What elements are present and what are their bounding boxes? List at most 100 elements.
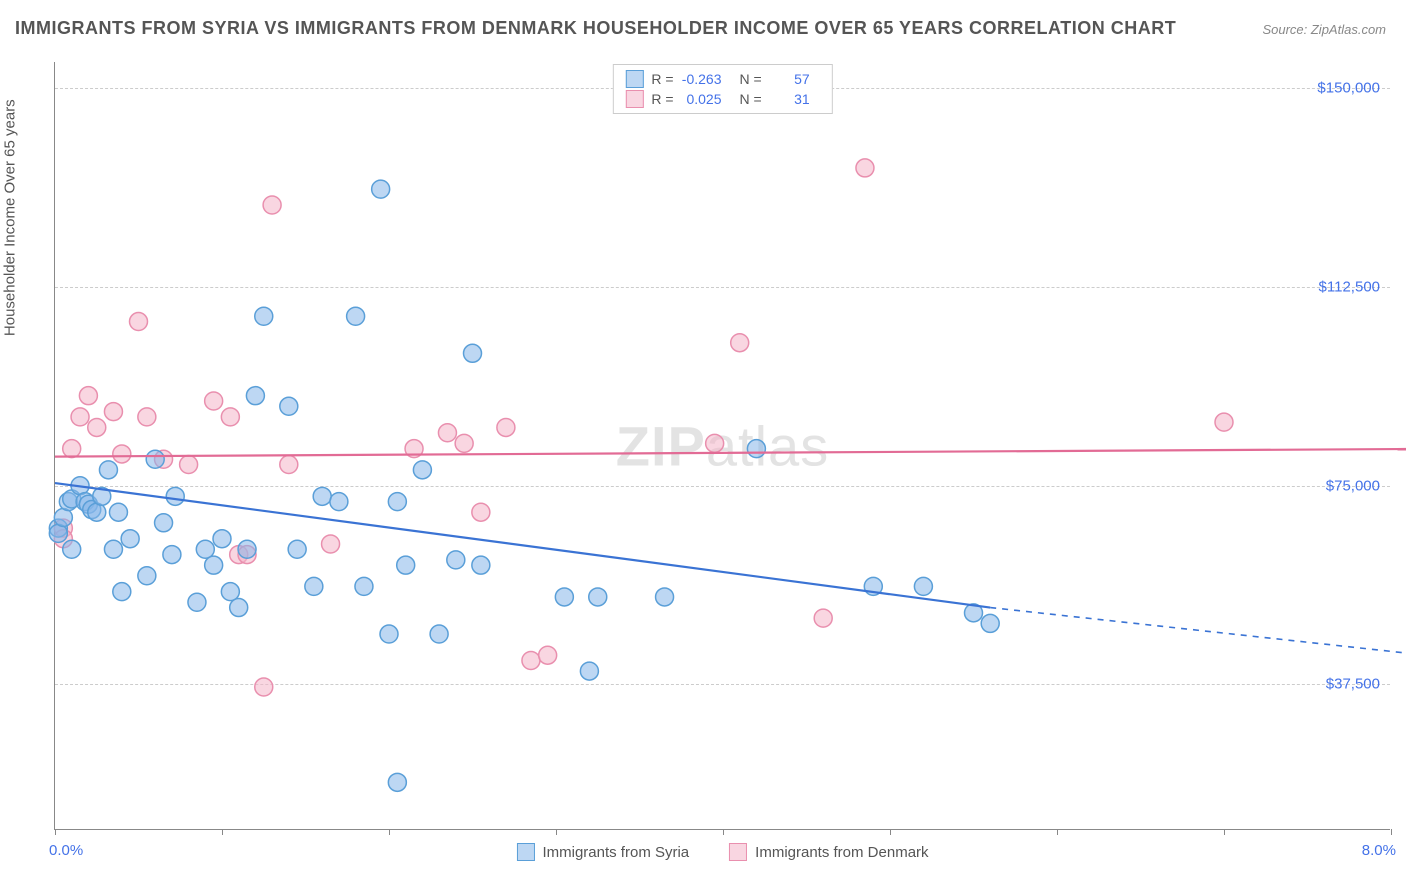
data-point xyxy=(539,646,557,664)
data-point xyxy=(155,514,173,532)
data-point xyxy=(238,540,256,558)
stat-r-label-1: R = xyxy=(651,91,673,107)
xtick xyxy=(723,829,724,835)
data-point xyxy=(388,493,406,511)
data-point xyxy=(99,461,117,479)
data-point xyxy=(305,577,323,595)
x-max-label: 8.0% xyxy=(1362,842,1396,859)
data-point xyxy=(706,434,724,452)
legend-swatch-1 xyxy=(625,90,643,108)
data-point xyxy=(413,461,431,479)
stat-r-val-0: -0.263 xyxy=(682,71,732,87)
trend-line xyxy=(55,483,990,607)
data-point xyxy=(130,313,148,331)
stat-r-label-0: R = xyxy=(651,71,673,87)
data-point xyxy=(355,577,373,595)
legend-item-swatch-1 xyxy=(729,843,747,861)
data-point xyxy=(372,180,390,198)
data-point xyxy=(497,418,515,436)
data-point xyxy=(814,609,832,627)
data-point xyxy=(121,530,139,548)
data-point xyxy=(288,540,306,558)
legend-series: Immigrants from Syria Immigrants from De… xyxy=(516,843,928,861)
data-point xyxy=(330,493,348,511)
data-point xyxy=(138,567,156,585)
stat-r-val-1: 0.025 xyxy=(682,91,732,107)
data-point xyxy=(113,583,131,601)
data-point xyxy=(472,503,490,521)
data-point xyxy=(472,556,490,574)
data-point xyxy=(380,625,398,643)
data-point xyxy=(71,408,89,426)
stat-n-label-1: N = xyxy=(740,91,762,107)
legend-stats: R = -0.263 N = 57 R = 0.025 N = 31 xyxy=(612,64,832,114)
legend-swatch-0 xyxy=(625,70,643,88)
data-point xyxy=(447,551,465,569)
data-point xyxy=(255,678,273,696)
plot-area: ZIPatlas $37,500$75,000$112,500$150,000 … xyxy=(54,62,1390,830)
trend-line xyxy=(55,449,1406,457)
data-point xyxy=(79,387,97,405)
data-point xyxy=(188,593,206,611)
y-axis-label: Householder Income Over 65 years xyxy=(2,99,19,336)
data-point xyxy=(656,588,674,606)
data-point xyxy=(163,546,181,564)
data-point xyxy=(397,556,415,574)
data-point xyxy=(221,583,239,601)
data-point xyxy=(109,503,127,521)
data-point xyxy=(196,540,214,558)
data-point xyxy=(255,307,273,325)
data-point xyxy=(580,662,598,680)
data-point xyxy=(981,614,999,632)
legend-item-label-1: Immigrants from Denmark xyxy=(755,844,928,861)
data-point xyxy=(166,487,184,505)
legend-item-label-0: Immigrants from Syria xyxy=(542,844,689,861)
legend-item-swatch-0 xyxy=(516,843,534,861)
data-point xyxy=(104,403,122,421)
xtick xyxy=(1224,829,1225,835)
xtick xyxy=(55,829,56,835)
data-point xyxy=(263,196,281,214)
data-point xyxy=(63,440,81,458)
chart-svg xyxy=(55,62,1390,829)
stat-n-label-0: N = xyxy=(740,71,762,87)
data-point xyxy=(180,456,198,474)
data-point xyxy=(138,408,156,426)
data-point xyxy=(280,456,298,474)
data-point xyxy=(205,392,223,410)
data-point xyxy=(88,418,106,436)
data-point xyxy=(522,652,540,670)
xtick xyxy=(1391,829,1392,835)
data-point xyxy=(747,440,765,458)
chart-title: IMMIGRANTS FROM SYRIA VS IMMIGRANTS FROM… xyxy=(15,18,1176,39)
data-point xyxy=(205,556,223,574)
data-point xyxy=(430,625,448,643)
legend-stats-row-1: R = 0.025 N = 31 xyxy=(625,89,819,109)
data-point xyxy=(213,530,231,548)
data-point xyxy=(914,577,932,595)
data-point xyxy=(464,344,482,362)
trend-line-dash xyxy=(990,608,1406,661)
data-point xyxy=(246,387,264,405)
data-point xyxy=(1215,413,1233,431)
legend-item-0: Immigrants from Syria xyxy=(516,843,689,861)
legend-item-1: Immigrants from Denmark xyxy=(729,843,928,861)
xtick xyxy=(890,829,891,835)
source-label: Source: ZipAtlas.com xyxy=(1262,22,1386,37)
data-point xyxy=(731,334,749,352)
data-point xyxy=(280,397,298,415)
xtick xyxy=(222,829,223,835)
data-point xyxy=(856,159,874,177)
data-point xyxy=(455,434,473,452)
legend-stats-row-0: R = -0.263 N = 57 xyxy=(625,69,819,89)
data-point xyxy=(589,588,607,606)
xtick xyxy=(389,829,390,835)
xtick xyxy=(1057,829,1058,835)
x-min-label: 0.0% xyxy=(49,842,83,859)
stat-n-val-0: 57 xyxy=(770,71,820,87)
data-point xyxy=(313,487,331,505)
data-point xyxy=(230,599,248,617)
data-point xyxy=(388,773,406,791)
data-point xyxy=(347,307,365,325)
data-point xyxy=(146,450,164,468)
